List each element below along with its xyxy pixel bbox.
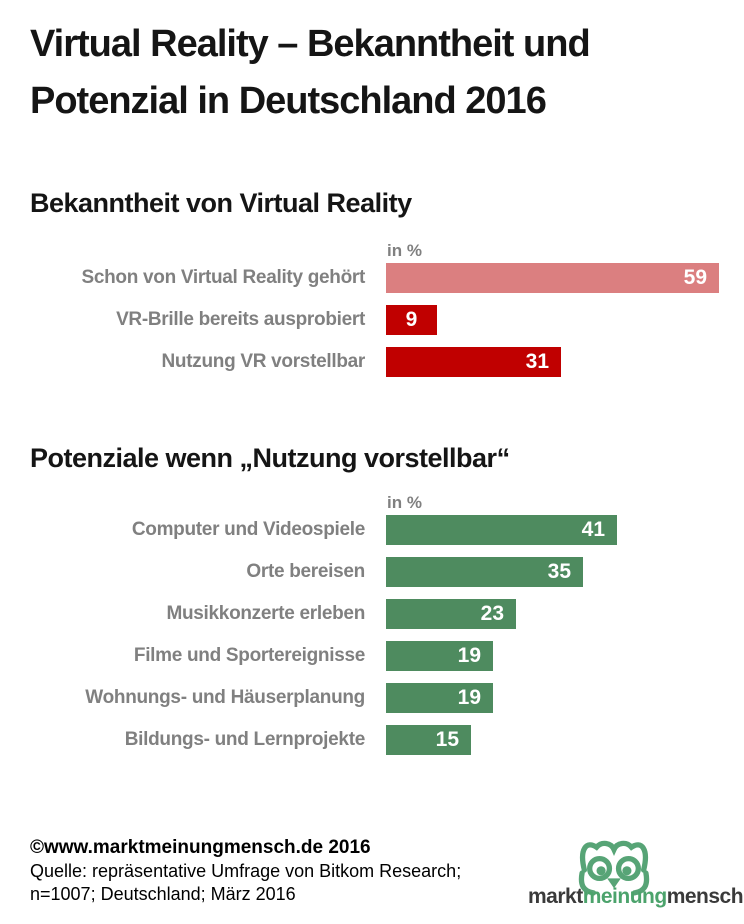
- logo-word-markt: markt: [528, 885, 583, 908]
- awareness-bar-chart: Schon von Virtual Reality gehört 59 VR-Bri…: [30, 263, 719, 389]
- logo-word-mensch: mensch: [666, 885, 744, 908]
- bar-label: Orte bereisen: [246, 561, 365, 582]
- marktmeinungmensch-logo: marktmeinungmensch: [528, 838, 744, 914]
- bar-row: Orte bereisen 35: [30, 557, 719, 587]
- bar-value: 35: [547, 560, 571, 583]
- bar-row: Bildungs- und Lernprojekte 15: [30, 725, 719, 755]
- bar: 59: [386, 263, 719, 293]
- bar-label: Schon von Virtual Reality gehört: [81, 267, 365, 288]
- source-line-2: n=1007; Deutschland; März 2016: [30, 884, 296, 904]
- bar-row: Musikkonzerte erleben 23: [30, 599, 719, 629]
- bar: 19: [386, 683, 493, 713]
- bar-value: 41: [581, 518, 605, 541]
- bar-value: 59: [683, 266, 707, 289]
- bar-label: VR-Brille bereits ausprobiert: [116, 309, 365, 330]
- bar-value: 19: [457, 644, 481, 667]
- awareness-section-heading: Bekanntheit von Virtual Reality: [30, 188, 412, 218]
- bar-label: Nutzung VR vorstellbar: [161, 351, 366, 372]
- bar-label: Filme und Sportereignisse: [133, 645, 365, 666]
- bar-row: Nutzung VR vorstellbar 31: [30, 347, 719, 377]
- bar: 31: [386, 347, 561, 377]
- potential-bar-chart: Computer und Videospiele 41 Orte bereisen 3…: [30, 515, 719, 767]
- bar: 41: [386, 515, 617, 545]
- bar-label: Bildungs- und Lernprojekte: [124, 729, 366, 750]
- bar-label: Wohnungs- und Häuserplanung: [85, 687, 365, 708]
- bar-value: 15: [435, 728, 459, 751]
- bar-row: Computer und Videospiele 41: [30, 515, 719, 545]
- bar-value: 19: [457, 686, 481, 709]
- potential-unit-label: in %: [387, 493, 422, 512]
- bar-value: 23: [480, 602, 504, 625]
- bar-row: Filme und Sportereignisse 19: [30, 641, 719, 671]
- logo-word-meinung: meinung: [582, 885, 668, 908]
- bar-label: Computer und Videospiele: [131, 519, 365, 540]
- page-title: Virtual Reality – Bekanntheit und Potenz…: [30, 23, 591, 122]
- footer: ©www.marktmeinungmensch.de 2016 Quelle: …: [30, 836, 461, 906]
- bar-row: VR-Brille bereits ausprobiert 9: [30, 305, 719, 335]
- awareness-unit-label: in %: [387, 241, 422, 260]
- bar: 15: [386, 725, 471, 755]
- bar-label: Musikkonzerte erleben: [166, 603, 365, 624]
- logo-wordmark: marktmeinungmensch: [528, 885, 744, 909]
- bar-value: 9: [405, 308, 418, 331]
- bar: 19: [386, 641, 493, 671]
- bar-value: 31: [525, 350, 549, 373]
- copyright-text: ©www.marktmeinungmensch.de 2016: [30, 837, 371, 858]
- owl-icon: [578, 840, 650, 896]
- bar: 9: [386, 305, 437, 335]
- potential-section-heading: Potenziale wenn „Nutzung vorstellbar“: [30, 443, 510, 473]
- bar: 35: [386, 557, 583, 587]
- bar-row: Wohnungs- und Häuserplanung 19: [30, 683, 719, 713]
- bar: 23: [386, 599, 516, 629]
- bar-row: Schon von Virtual Reality gehört 59: [30, 263, 719, 293]
- source-line-1: Quelle: repräsentative Umfrage von Bitko…: [30, 861, 462, 881]
